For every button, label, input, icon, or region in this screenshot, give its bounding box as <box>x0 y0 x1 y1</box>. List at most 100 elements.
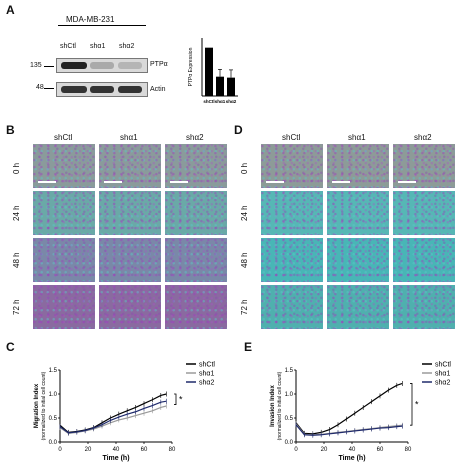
row-label-b-3: 72 h <box>12 299 21 315</box>
cell-line-underline <box>58 25 146 26</box>
panel-letter-b: B <box>6 123 15 137</box>
micrograph-d-r3-c1 <box>326 284 390 330</box>
y-tick-label: 0.5 <box>49 416 58 422</box>
panel-letter-a: A <box>6 3 15 17</box>
blot-ptpa <box>56 58 148 73</box>
significance-bracket <box>410 383 413 426</box>
x-tick-label: 20 <box>85 447 92 453</box>
bar-label-1: shα1 <box>215 99 226 104</box>
row-label-b-2: 48 h <box>12 252 21 268</box>
scale-bar <box>332 181 350 183</box>
marker-48: 48 <box>36 84 44 91</box>
row-label-b-0: 0 h <box>12 162 21 174</box>
micrograph-b-r3-c0 <box>32 284 96 330</box>
legend-label-2: shα2 <box>199 380 214 387</box>
band-actin-sha1 <box>90 86 114 93</box>
row-label-d-0: 0 h <box>240 162 249 174</box>
blot-actin <box>56 82 148 97</box>
legend-label-0: shCtl <box>435 362 451 369</box>
lane-label-shctl: shCtl <box>60 43 76 50</box>
column-label-b-1: shα1 <box>120 133 138 142</box>
marker-tick-48 <box>44 88 54 89</box>
column-label-d-1: shα1 <box>348 133 366 142</box>
band-sha2 <box>118 62 142 69</box>
micrograph-d-r0-c1 <box>326 143 390 189</box>
band-sha1 <box>90 62 114 69</box>
band-actin-sha2 <box>118 86 142 93</box>
x-tick-label: 60 <box>377 447 384 453</box>
row-label-d-2: 48 h <box>240 252 249 268</box>
micrograph-d-r1-c1 <box>326 190 390 236</box>
y-axis-label: Invasion Index <box>270 385 276 427</box>
scale-bar <box>266 181 284 183</box>
row-label-d-1: 24 h <box>240 205 249 221</box>
lane-label-sha2: shα2 <box>119 43 135 50</box>
x-tick-label: 0 <box>294 447 298 453</box>
y-tick-label: 1.5 <box>285 368 294 374</box>
micrograph-d-r1-c2 <box>392 190 456 236</box>
series-line-0 <box>295 382 403 435</box>
series-line-2 <box>59 400 167 434</box>
micrograph-b-r2-c0 <box>32 237 96 283</box>
bar-chart-ptpa: PTPα Expression shCtl shα1 shα2 <box>188 38 238 104</box>
micrograph-b-r3-c2 <box>164 284 228 330</box>
x-tick-label: 0 <box>58 447 62 453</box>
x-tick-label: 40 <box>349 447 356 453</box>
column-label-d-2: shα2 <box>414 133 432 142</box>
legend-label-2: shα2 <box>435 380 450 387</box>
migration-chart: 0 20 40 60 80 0.0 0.5 1.0 1.5 Time (h) Migration I… <box>34 362 215 463</box>
significance-bracket <box>174 393 177 405</box>
band-shctl <box>61 62 87 69</box>
significance-star: * <box>415 399 419 409</box>
y-tick-label: 0.0 <box>49 440 58 446</box>
y-axis-label: Migration Index <box>34 383 40 428</box>
legend-label-1: shα1 <box>435 371 450 378</box>
bar-label-2: shα2 <box>226 99 237 104</box>
y-tick-label: 1.5 <box>49 368 58 374</box>
scale-bar <box>104 181 122 183</box>
y-axis-label-2: (normalized to initial cell count) <box>41 371 47 440</box>
micrograph-b-r2-c2 <box>164 237 228 283</box>
band-actin-shctl <box>61 86 87 93</box>
bar-label-0: shCtl <box>203 99 214 104</box>
y-axis-label: PTPα Expression <box>188 47 194 86</box>
column-label-d-0: shCtl <box>282 133 301 142</box>
y-axis-label-2: (normalized to initial cell count) <box>277 371 283 440</box>
micrograph-b-r0-c0 <box>32 143 96 189</box>
series-line-1 <box>295 423 403 436</box>
y-tick-label: 1.0 <box>49 392 58 398</box>
micrograph-d-r3-c2 <box>392 284 456 330</box>
x-tick-label: 60 <box>141 447 148 453</box>
panel-letter-d: D <box>234 123 243 137</box>
micrograph-b-r1-c0 <box>32 190 96 236</box>
row-label-d-3: 72 h <box>240 299 249 315</box>
panel-letter-c: C <box>6 340 15 354</box>
x-tick-label: 80 <box>405 447 412 453</box>
bar-0 <box>205 47 213 96</box>
micrograph-d-r2-c0 <box>260 237 324 283</box>
cell-line-label: MDA-MB-231 <box>66 15 115 24</box>
y-tick-label: 0.5 <box>285 416 294 422</box>
micrograph-d-r3-c0 <box>260 284 324 330</box>
marker-tick-135 <box>44 66 54 67</box>
panel-letter-e: E <box>244 340 253 354</box>
scale-bar <box>170 181 188 183</box>
label-actin: Actin <box>150 86 166 93</box>
micrograph-b-r1-c1 <box>98 190 162 236</box>
scale-bar <box>38 181 56 183</box>
column-label-b-2: shα2 <box>186 133 204 142</box>
x-tick-label: 80 <box>169 447 176 453</box>
legend-label-1: shα1 <box>199 371 214 378</box>
bar-1 <box>216 76 224 96</box>
y-tick-label: 1.0 <box>285 392 294 398</box>
series-line-0 <box>59 393 167 434</box>
x-axis-label: Time (h) <box>102 455 129 462</box>
column-label-b-0: shCtl <box>54 133 73 142</box>
row-label-b-1: 24 h <box>12 205 21 221</box>
micrograph-b-r3-c1 <box>98 284 162 330</box>
micrograph-d-r2-c2 <box>392 237 456 283</box>
legend-label-0: shCtl <box>199 362 215 369</box>
micrograph-d-r0-c2 <box>392 143 456 189</box>
lane-label-sha1: shα1 <box>90 43 106 50</box>
series-line-2 <box>295 424 403 436</box>
